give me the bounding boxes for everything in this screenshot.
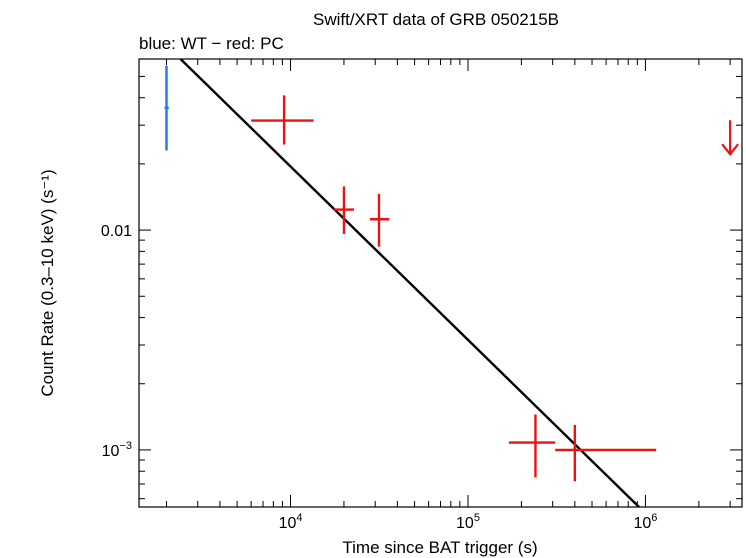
y-axis-label: Count Rate (0.3–10 keV) (s⁻¹) — [38, 169, 57, 396]
data-points-layer — [164, 65, 739, 482]
y-tick-label: 0.01 — [101, 223, 132, 240]
chart-subtitle: blue: WT − red: PC — [139, 34, 284, 53]
x-tick-label: 105 — [456, 512, 480, 532]
axis-ticks — [139, 58, 742, 507]
model-fit-line — [179, 59, 640, 507]
data-point — [369, 193, 390, 247]
data-point — [333, 186, 355, 234]
y-tick-labels: 0.01 10−3 — [101, 223, 132, 460]
data-point — [508, 414, 556, 478]
model-layer — [179, 59, 640, 507]
x-tick-labels: 104 105 106 — [279, 512, 658, 532]
y-tick-label: 10−3 — [102, 440, 132, 460]
chart-title: Swift/XRT data of GRB 050215B — [313, 10, 559, 29]
x-axis-label: Time since BAT trigger (s) — [342, 538, 537, 557]
plot-area — [164, 59, 739, 507]
data-point — [164, 65, 169, 151]
plot-frame — [138, 58, 743, 508]
upper-limit-head — [721, 143, 739, 157]
x-tick-label: 104 — [279, 512, 303, 532]
upper-limit-arrow — [721, 120, 739, 157]
data-point — [251, 95, 314, 145]
x-tick-label: 106 — [633, 512, 657, 532]
data-point — [555, 424, 657, 482]
